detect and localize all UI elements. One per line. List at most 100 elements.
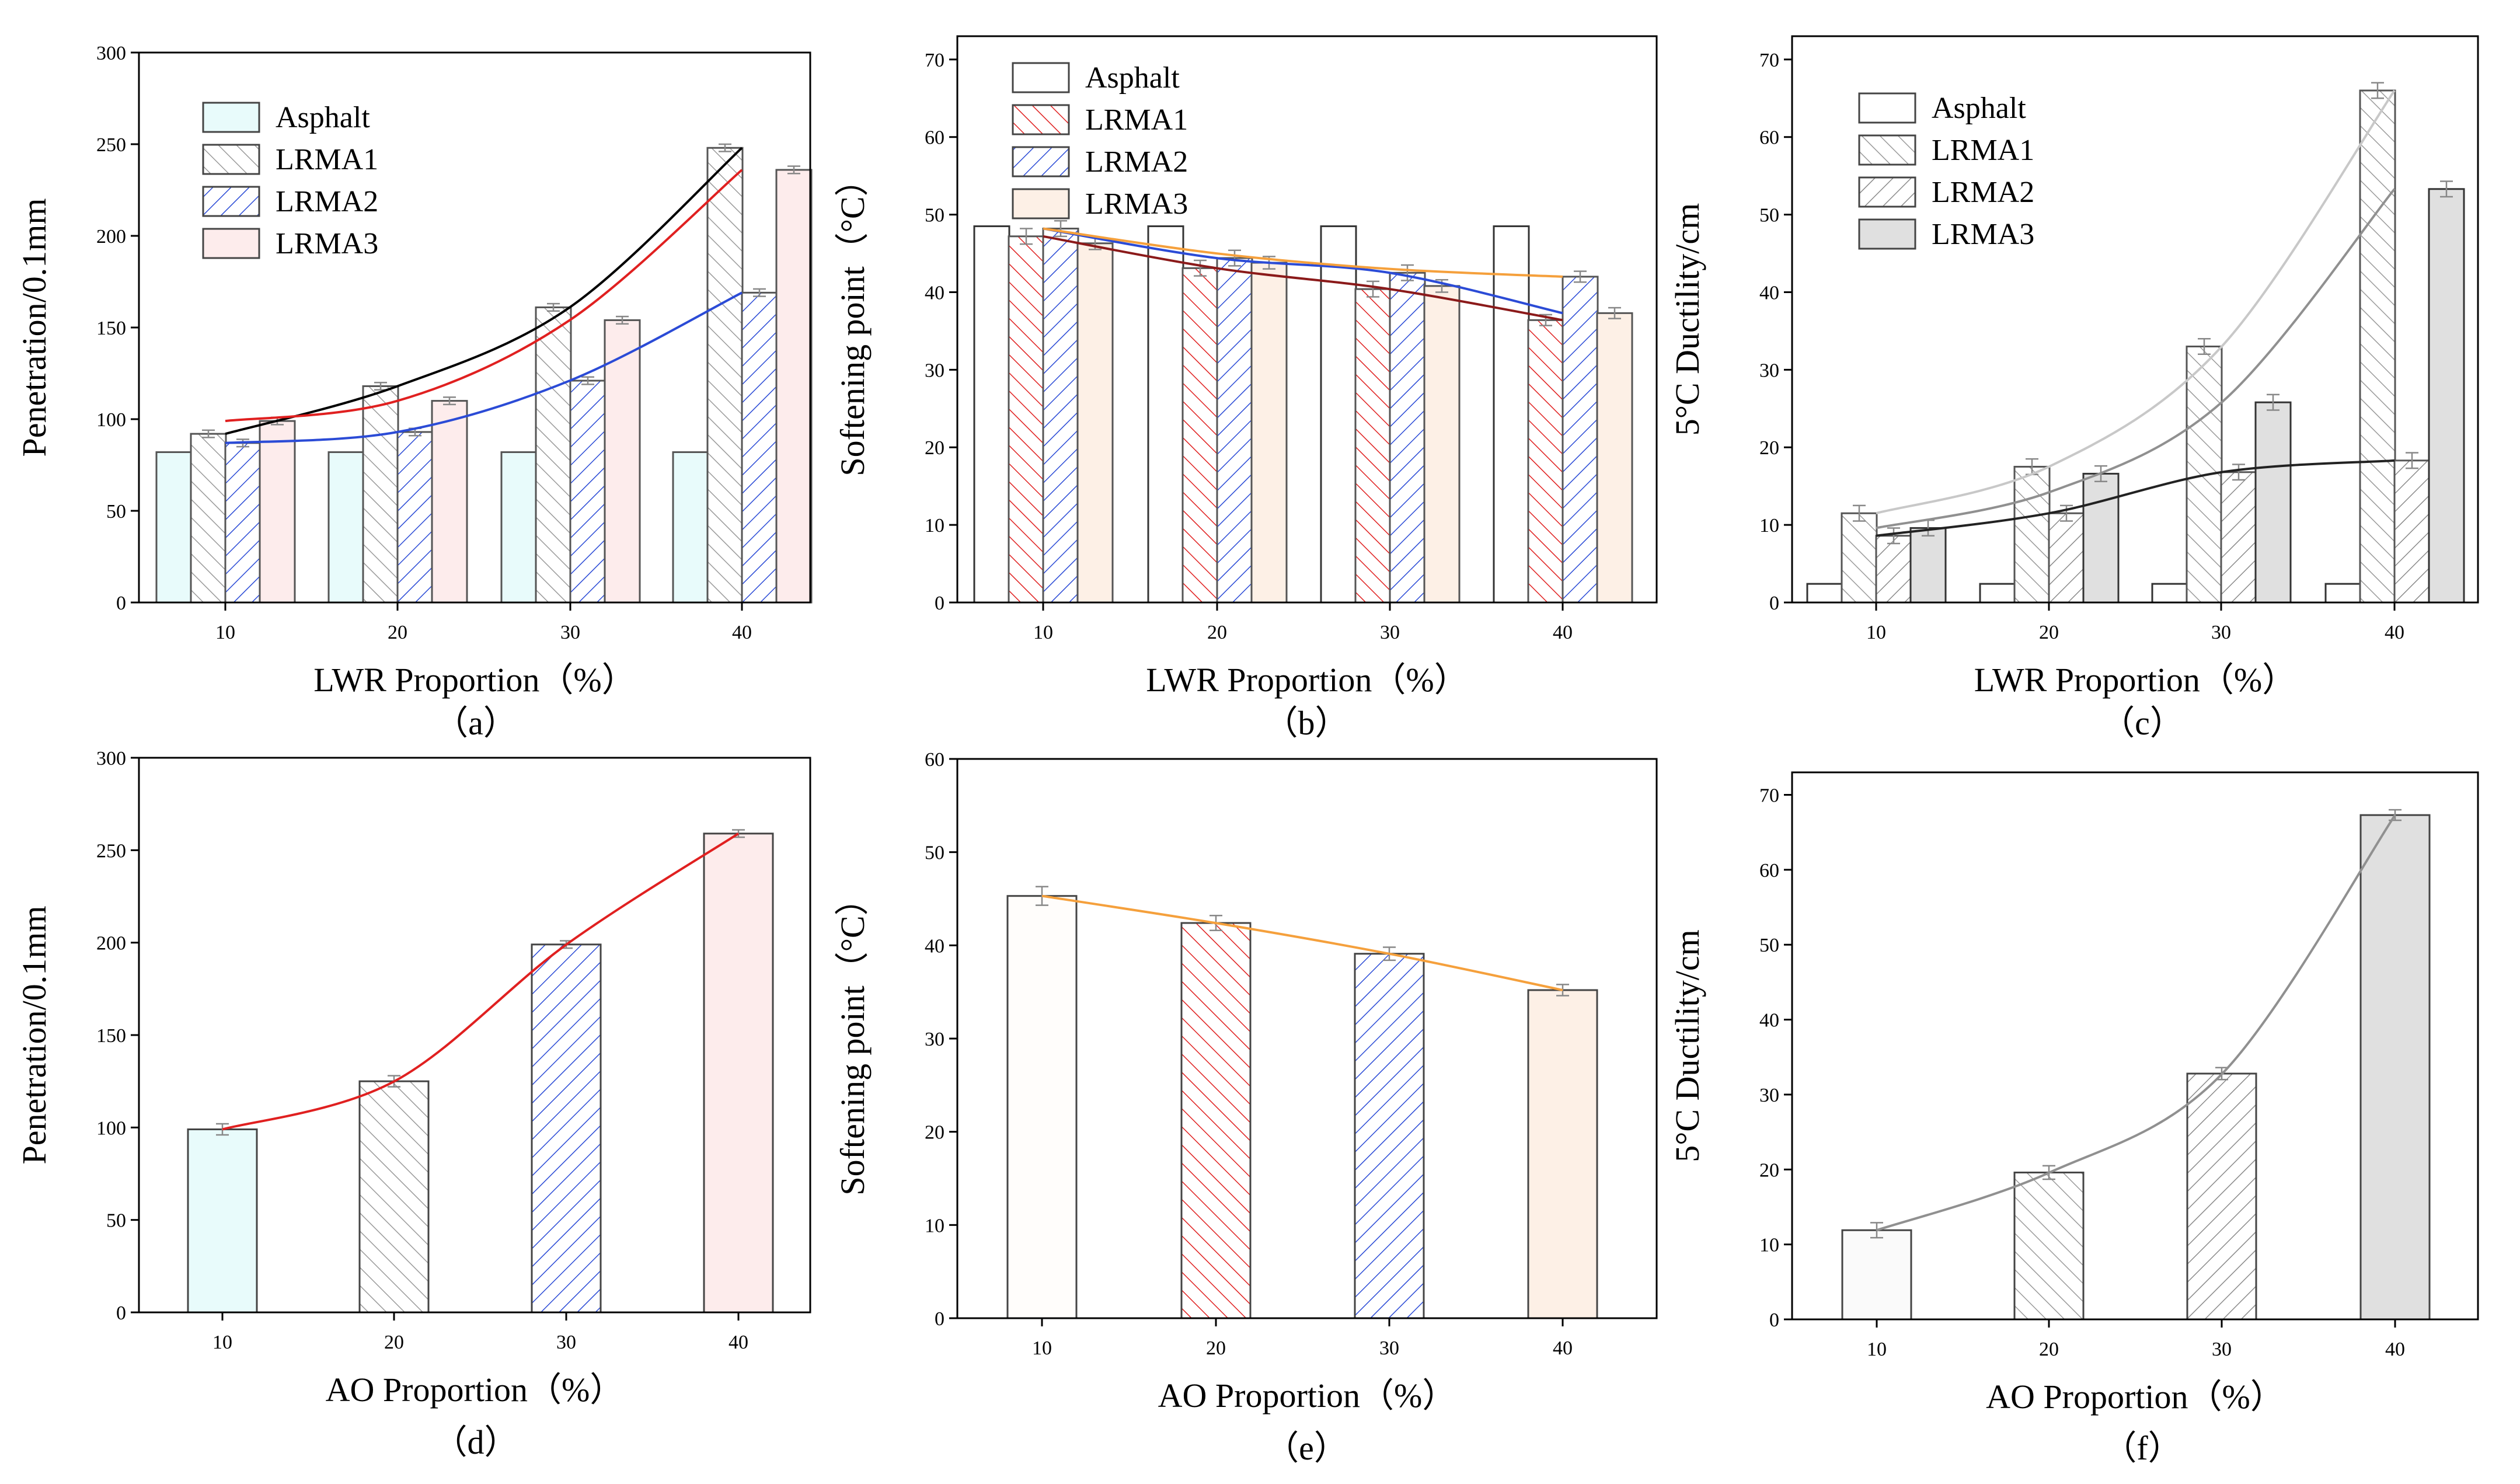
fit-curve-b-lrma3 — [1043, 227, 1563, 278]
legend-label-c-lrma2: LRMA2 — [1932, 176, 2034, 209]
y-tick-label-b-70: 70 — [925, 50, 944, 71]
y-tick-label-d-0: 0 — [116, 1302, 126, 1324]
fit-curve-c-lrma2 — [1876, 459, 2395, 537]
y-tick-label-f-60: 60 — [1759, 860, 1779, 882]
panel-label-d: （d） — [433, 1423, 518, 1461]
legend-swatch-a-lrma2 — [202, 186, 260, 217]
legend-label-a-lrma3: LRMA3 — [276, 227, 378, 260]
x-tick-label-c-30: 30 — [2211, 622, 2231, 643]
x-tick-label-b-30: 30 — [1380, 622, 1400, 643]
x-tick-label-f-40: 40 — [2385, 1339, 2405, 1360]
y-tick-label-b-10: 10 — [925, 515, 944, 537]
bar-c-lrma2-20 — [2048, 512, 2085, 604]
fit-curve-a-lrma2 — [225, 291, 743, 444]
y-tick-label-d-100: 100 — [96, 1117, 126, 1139]
plot-frame-b — [956, 35, 1658, 604]
y-tick-label-f-30: 30 — [1759, 1085, 1779, 1106]
bar-a-lrma1-20 — [362, 385, 399, 604]
y-tick-label-e-10: 10 — [925, 1215, 944, 1236]
y-axis-title-c: 5°C Ductility/cm — [1668, 203, 1706, 436]
bar-b-asphalt-40 — [1493, 225, 1530, 604]
fit-curve-a-lrma1 — [225, 147, 743, 436]
y-tick-label-a-50: 50 — [106, 501, 126, 522]
y-tick-label-c-40: 40 — [1759, 282, 1779, 304]
x-tick-label-a-40: 40 — [732, 622, 752, 643]
legend-label-b-lrma1: LRMA1 — [1085, 103, 1188, 137]
y-tick-label-d-250: 250 — [96, 840, 126, 862]
y-axis-title-b: Softening point（°C） — [834, 162, 872, 476]
legend-swatch-c-lrma2 — [1858, 176, 1916, 208]
bar-c-asphalt-20 — [1979, 583, 2016, 604]
bar-c-lrma2-40 — [2393, 459, 2431, 604]
chart-panel-c: 0 10 20 30 40 50 60 70 10 20 30 40 LWR Proportion（%）… — [1668, 35, 2479, 699]
x-tick-label-a-30: 30 — [560, 622, 580, 643]
bar-c-lrma3-10 — [1909, 527, 1947, 604]
y-tick-label-a-300: 300 — [96, 43, 126, 64]
x-tick-label-e-20: 20 — [1206, 1337, 1226, 1359]
bar-a-lrma2-20 — [396, 431, 434, 604]
bar-b-lrma2-30 — [1389, 271, 1426, 604]
y-tick-label-b-60: 60 — [925, 127, 944, 149]
y-tick-label-a-100: 100 — [96, 409, 126, 431]
y-tick-label-a-0: 0 — [116, 593, 126, 614]
bar-a-lrma1-30 — [535, 306, 572, 604]
y-tick-label-a-150: 150 — [96, 318, 126, 339]
fit-curve-b-lrma1 — [1043, 235, 1563, 322]
legend-label-b-lrma3: LRMA3 — [1085, 187, 1188, 221]
bar-a-lrma3-30 — [604, 319, 641, 604]
y-tick-label-e-60: 60 — [925, 749, 944, 771]
x-tick-label-a-20: 20 — [388, 622, 407, 643]
fit-curve-c-lrma1 — [1876, 89, 2396, 515]
bar-b-lrma1-20 — [1181, 267, 1219, 604]
y-tick-label-c-20: 20 — [1759, 437, 1779, 459]
legend-swatch-a-lrma3 — [202, 228, 260, 259]
plot-frame-f — [1791, 771, 2479, 1321]
bar-b-lrma2-40 — [1562, 276, 1599, 604]
x-axis-title-f: AO Proportion（%） — [1986, 1378, 2284, 1416]
x-tick-label-b-10: 10 — [1033, 622, 1053, 643]
bar-e-ao-10 — [1006, 895, 1078, 1319]
y-tick-label-e-30: 30 — [925, 1029, 944, 1050]
legend-swatch-b-lrma1 — [1012, 104, 1070, 135]
bar-a-lrma1-10 — [190, 433, 227, 604]
plot-frame-c — [1791, 35, 2479, 604]
y-tick-label-d-200: 200 — [96, 933, 126, 955]
y-tick-label-f-40: 40 — [1759, 1010, 1779, 1032]
fit-curve-b-lrma2 — [1043, 227, 1563, 315]
x-tick-label-f-30: 30 — [2212, 1339, 2232, 1360]
bar-b-lrma3-20 — [1250, 262, 1288, 604]
chart-panel-d: 0 50 100 150 200 250 300 10 20 30 40 AO Proportion（… — [15, 748, 811, 1409]
bar-b-lrma3-30 — [1423, 285, 1461, 604]
legend-swatch-b-lrma3 — [1012, 188, 1070, 220]
x-axis-title-e: AO Proportion（%） — [1158, 1377, 1456, 1415]
legend-label-c-asphalt: Asphalt — [1932, 92, 2026, 125]
y-tick-label-c-70: 70 — [1759, 50, 1779, 71]
bar-b-lrma1-30 — [1354, 288, 1392, 604]
y-tick-label-e-0: 0 — [935, 1308, 944, 1330]
bar-a-lrma3-40 — [775, 169, 813, 604]
panel-label-b: （b） — [1264, 704, 1348, 742]
panel-label-c: （c） — [2101, 704, 2184, 742]
legend-swatch-a-lrma1 — [202, 144, 260, 175]
legend-label-a-asphalt: Asphalt — [276, 101, 370, 134]
y-tick-label-a-250: 250 — [96, 134, 126, 156]
bar-b-asphalt-10 — [973, 225, 1010, 604]
legend-swatch-c-asphalt — [1858, 92, 1916, 124]
y-tick-label-c-0: 0 — [1769, 593, 1779, 614]
bar-a-lrma3-20 — [431, 400, 468, 604]
x-tick-label-f-20: 20 — [2039, 1339, 2059, 1360]
x-tick-label-c-20: 20 — [2039, 622, 2059, 643]
x-axis-title-a: LWR Proportion（%） — [313, 661, 635, 699]
x-tick-label-d-10: 10 — [212, 1332, 232, 1353]
fit-curve-d-ao — [222, 832, 740, 1131]
x-tick-label-e-30: 30 — [1379, 1337, 1399, 1359]
x-tick-label-f-10: 10 — [1867, 1339, 1887, 1360]
y-tick-label-b-0: 0 — [935, 593, 944, 614]
chart-panel-a: 0 50 100 150 200 250 300 10 20 30 40 LWR Proportion… — [15, 43, 813, 699]
bar-e-ao-40 — [1527, 989, 1598, 1319]
bar-c-lrma3-40 — [2428, 188, 2465, 604]
y-axis-title-d: Penetration/0.1mm — [15, 906, 53, 1165]
y-tick-label-e-40: 40 — [925, 935, 944, 957]
bar-c-asphalt-30 — [2151, 583, 2188, 604]
